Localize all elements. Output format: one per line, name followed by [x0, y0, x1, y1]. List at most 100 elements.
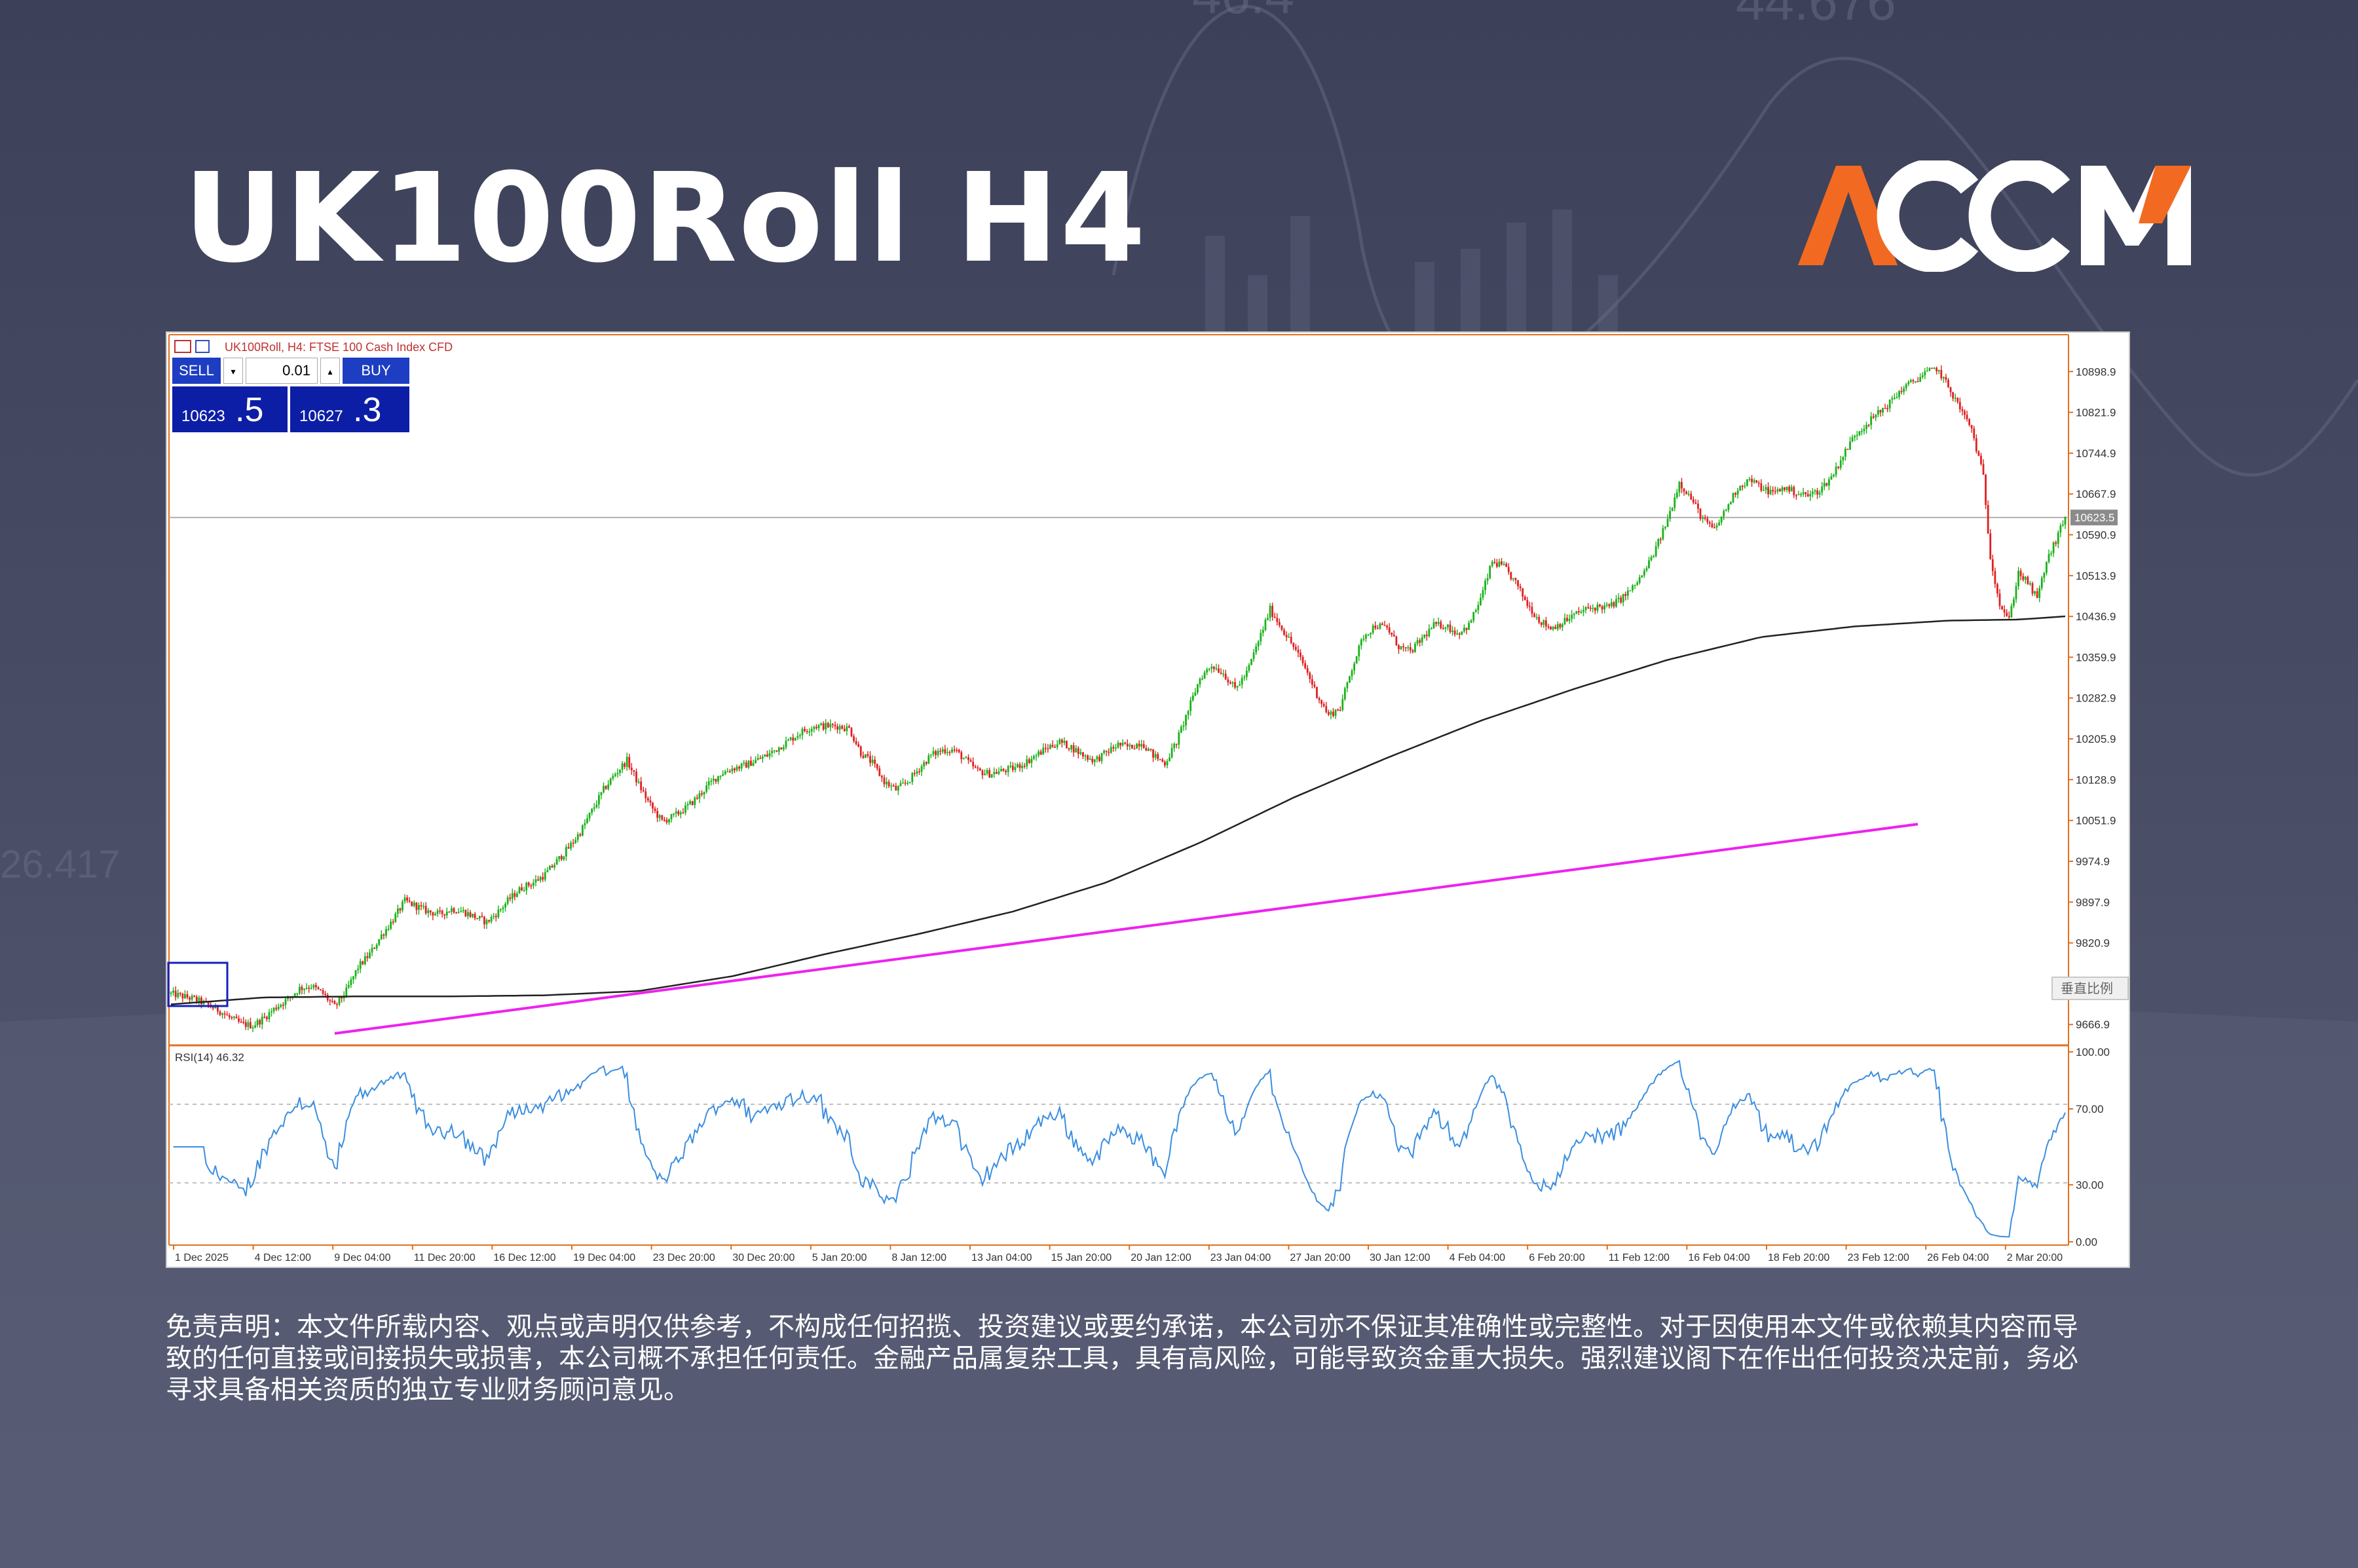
candle — [1603, 602, 1606, 614]
lot-dropdown-button[interactable]: ▾ — [223, 358, 243, 384]
candle — [1624, 591, 1627, 601]
candle — [1414, 641, 1416, 653]
buy-price[interactable]: 10627 .3 — [290, 386, 409, 432]
candle — [219, 1010, 221, 1017]
candle — [846, 723, 848, 736]
candle — [1856, 431, 1858, 441]
candle — [1236, 686, 1239, 692]
candle — [252, 1025, 254, 1032]
candle — [916, 768, 918, 777]
candle — [1767, 482, 1769, 498]
price-chart[interactable]: UK100Roll, H4: FTSE 100 Cash Index CFD R… — [166, 331, 2130, 1268]
candle — [1970, 424, 1973, 433]
candle — [838, 724, 841, 734]
candle — [2006, 609, 2008, 617]
candle — [411, 901, 413, 907]
candle — [427, 908, 430, 918]
lot-size-input[interactable]: 0.01 — [246, 358, 318, 384]
candle — [1241, 675, 1243, 689]
price-tick-label: 10128.9 — [2076, 774, 2116, 786]
candle — [443, 914, 446, 920]
candle — [1998, 589, 2001, 610]
candle — [280, 1003, 282, 1009]
candle — [1309, 671, 1311, 684]
time-tick-label: 27 Jan 20:00 — [1290, 1252, 1351, 1263]
candle — [1584, 606, 1587, 614]
candle — [1931, 367, 1933, 369]
candle — [1220, 668, 1222, 675]
candle — [1170, 743, 1173, 759]
candle — [1136, 743, 1138, 749]
candle — [1851, 434, 1854, 443]
candle — [710, 777, 713, 786]
candle — [1816, 487, 1818, 499]
candle — [771, 747, 773, 758]
candle — [403, 894, 406, 904]
candle — [198, 995, 200, 1005]
candle — [1440, 620, 1442, 630]
candle — [696, 794, 698, 800]
candle — [1400, 646, 1402, 650]
candle — [1528, 601, 1531, 611]
sell-price[interactable]: 10623 .5 — [172, 386, 288, 432]
candle — [1933, 367, 1936, 369]
candle — [1891, 396, 1894, 404]
candle — [371, 944, 373, 956]
candle — [1522, 588, 1524, 601]
candle — [626, 753, 628, 771]
candle — [500, 908, 502, 912]
candle — [635, 768, 637, 787]
candle — [1772, 486, 1774, 496]
candle — [495, 913, 497, 922]
candle — [1208, 667, 1210, 672]
candle — [956, 747, 958, 753]
candle — [661, 815, 664, 821]
candle — [451, 905, 453, 915]
candle — [960, 750, 963, 764]
candle — [614, 772, 616, 777]
candle — [1152, 749, 1154, 762]
buy-button[interactable]: BUY — [343, 358, 409, 384]
candle — [1150, 749, 1152, 752]
candle — [221, 1012, 223, 1019]
candle — [1812, 488, 1814, 498]
candle — [1316, 686, 1318, 699]
candle — [472, 914, 474, 918]
candle — [1501, 558, 1503, 566]
candle — [1182, 720, 1185, 731]
sell-button[interactable]: SELL — [172, 358, 221, 384]
candle — [645, 788, 647, 803]
chart-type-icon — [195, 340, 210, 353]
lot-step-button[interactable]: ▴ — [320, 358, 340, 384]
candle — [1636, 580, 1639, 586]
candle — [1129, 743, 1131, 751]
time-tick-label: 18 Feb 20:00 — [1768, 1252, 1829, 1263]
candle — [1442, 624, 1444, 630]
rsi-label: RSI(14) 46.32 — [175, 1051, 244, 1064]
candle — [1958, 398, 1961, 413]
candle — [766, 750, 768, 758]
candle — [1093, 758, 1096, 767]
candle — [1888, 399, 1891, 413]
candle — [1215, 663, 1218, 671]
time-tick-label: 23 Feb 12:00 — [1848, 1252, 1909, 1263]
candle — [993, 767, 996, 778]
candle — [352, 976, 354, 984]
candle — [640, 777, 643, 794]
candle — [1224, 669, 1227, 680]
vertical-scale-button[interactable] — [2051, 977, 2129, 1000]
candle — [1404, 647, 1407, 652]
candle — [364, 952, 366, 966]
candle — [1161, 757, 1164, 763]
candle — [576, 832, 579, 843]
chart-panel[interactable]: UK100Roll, H4: FTSE 100 Cash Index CFD R… — [166, 331, 2130, 1268]
candle — [1905, 383, 1907, 392]
candle — [1884, 403, 1886, 409]
candle — [1580, 609, 1582, 614]
candle — [186, 990, 189, 999]
candle — [1659, 536, 1662, 544]
candle — [1809, 490, 1812, 501]
accm-logo — [1798, 160, 2191, 272]
candle — [474, 912, 476, 921]
candle — [1683, 488, 1685, 496]
